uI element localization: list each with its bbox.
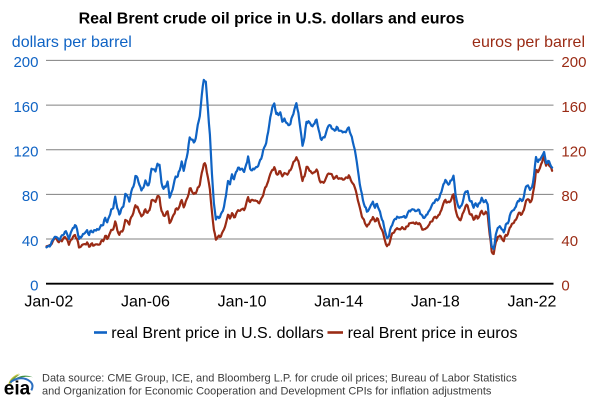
svg-text:Jan-02: Jan-02 bbox=[24, 294, 73, 311]
svg-text:80: 80 bbox=[22, 188, 39, 205]
svg-text:200: 200 bbox=[561, 54, 586, 71]
svg-text:0: 0 bbox=[30, 278, 38, 295]
svg-text:40: 40 bbox=[22, 233, 39, 250]
svg-text:real Brent price in euros: real Brent price in euros bbox=[348, 325, 518, 342]
svg-text:Jan-18: Jan-18 bbox=[411, 294, 460, 311]
svg-text:160: 160 bbox=[13, 99, 38, 116]
svg-text:dollars per barrel: dollars per barrel bbox=[12, 34, 132, 51]
svg-text:40: 40 bbox=[561, 233, 578, 250]
svg-text:euros per barrel: euros per barrel bbox=[472, 34, 585, 51]
svg-text:160: 160 bbox=[561, 99, 586, 116]
svg-text:Real Brent crude oil price in: Real Brent crude oil price in U.S. dolla… bbox=[79, 11, 465, 28]
svg-text:Jan-22: Jan-22 bbox=[508, 294, 557, 311]
svg-text:real Brent price in U.S. dolla: real Brent price in U.S. dollars bbox=[111, 325, 324, 342]
svg-text:120: 120 bbox=[561, 144, 586, 161]
svg-text:120: 120 bbox=[13, 144, 38, 161]
svg-text:eia: eia bbox=[4, 378, 31, 399]
svg-text:Data source: CME Group, ICE, a: Data source: CME Group, ICE, and Bloombe… bbox=[42, 373, 517, 385]
svg-text:0: 0 bbox=[561, 278, 569, 295]
svg-text:80: 80 bbox=[561, 188, 578, 205]
svg-text:Jan-14: Jan-14 bbox=[314, 294, 363, 311]
svg-text:and Organization for Economic: and Organization for Economic Cooperatio… bbox=[42, 386, 492, 398]
svg-text:200: 200 bbox=[13, 54, 38, 71]
svg-text:Jan-06: Jan-06 bbox=[121, 294, 170, 311]
svg-text:Jan-10: Jan-10 bbox=[218, 294, 267, 311]
